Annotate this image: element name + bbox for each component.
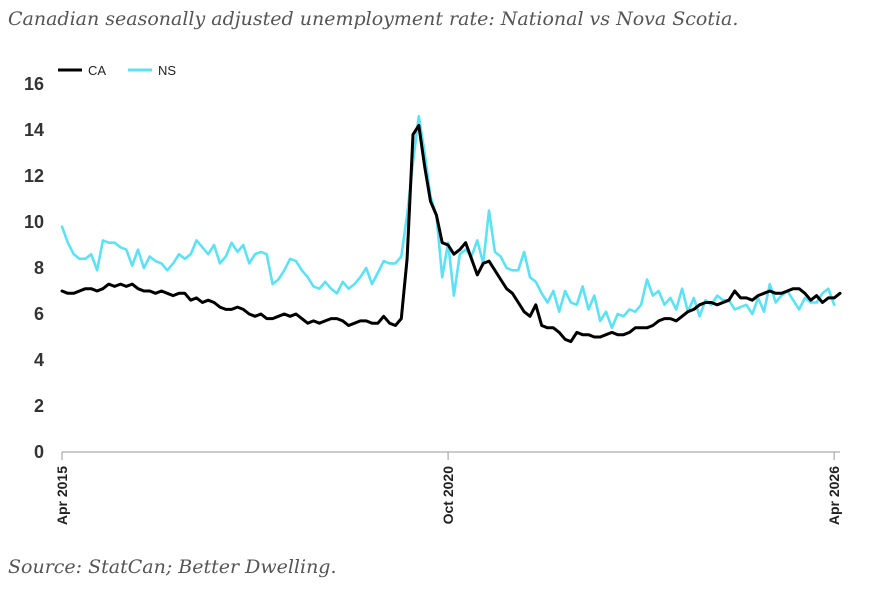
x-tick-label: Apr 2015 (54, 466, 70, 525)
chart-title: Canadian seasonally adjusted unemploymen… (8, 8, 739, 30)
x-tick-label: Apr 2026 (826, 466, 842, 525)
x-axis: Apr 2015 Oct 2020 Apr 2026 (54, 451, 842, 525)
series-line-ns (60, 114, 836, 330)
y-tick-label: 6 (34, 304, 44, 324)
y-tick-label: 10 (24, 212, 44, 232)
y-tick-label: 0 (34, 442, 44, 462)
y-tick-label: 14 (24, 120, 44, 140)
series-layer (60, 114, 842, 344)
legend-label-ca: CA (88, 63, 106, 78)
source-note: Source: StatCan; Better Dwelling. (8, 556, 337, 578)
series-line-ca (60, 123, 842, 344)
x-tick-label: Oct 2020 (440, 466, 456, 525)
legend-label-ns: NS (158, 63, 176, 78)
y-tick-label: 4 (34, 350, 44, 370)
legend: CA NS (58, 63, 176, 78)
y-axis: 0 2 4 6 8 10 12 14 16 (24, 74, 44, 462)
y-tick-label: 2 (34, 396, 44, 416)
y-tick-label: 16 (24, 74, 44, 94)
y-tick-label: 12 (24, 166, 44, 186)
y-tick-label: 8 (34, 258, 44, 278)
